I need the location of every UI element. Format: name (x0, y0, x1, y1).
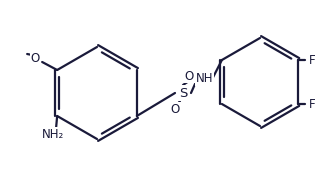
Text: F: F (309, 53, 316, 66)
Text: S: S (179, 87, 187, 100)
Text: NH: NH (196, 72, 213, 85)
Text: O: O (31, 52, 40, 65)
Text: O: O (170, 103, 180, 116)
Text: O: O (185, 70, 194, 83)
Text: F: F (309, 97, 316, 111)
Text: NH₂: NH₂ (42, 128, 64, 141)
